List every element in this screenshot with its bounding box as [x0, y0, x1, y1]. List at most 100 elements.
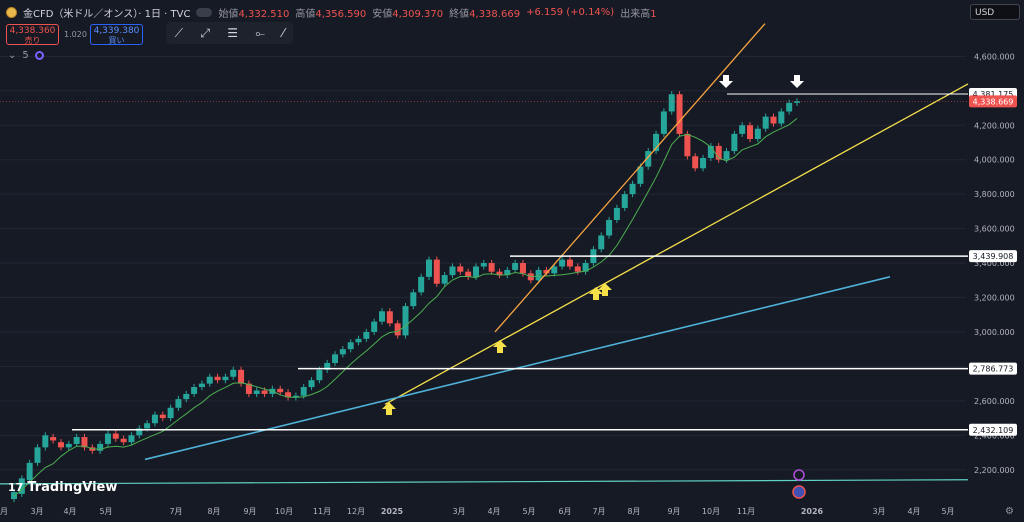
settings-icon[interactable]: ⚙ [1005, 506, 1014, 517]
candle-body [339, 349, 346, 355]
candle-body [285, 392, 292, 398]
currency-select[interactable]: USD [970, 4, 1020, 20]
y-tick-label: 3,200.000 [974, 294, 1015, 303]
candle-body [347, 342, 354, 350]
candle-body [316, 369, 323, 381]
candle-body [277, 388, 284, 393]
yellow-trendline [384, 83, 969, 405]
candle-body [230, 369, 237, 377]
candle-body [786, 102, 793, 112]
candle-body [144, 423, 151, 429]
candle-body [472, 266, 479, 277]
candle-body [402, 306, 409, 336]
trendline-tool-icon[interactable]: ⟋ [174, 25, 184, 40]
candle-body [18, 478, 25, 494]
candle-body [253, 390, 260, 394]
path-tool-icon[interactable]: ⤢ [200, 25, 210, 40]
moving-average-line [13, 118, 798, 497]
candle-body [50, 437, 57, 441]
candle-body [543, 269, 550, 274]
candle-body [613, 207, 620, 220]
candle-body [794, 101, 800, 103]
down-arrow-icon [719, 75, 733, 88]
candle-body [42, 435, 49, 448]
candle-body [151, 414, 158, 424]
candle-body [183, 393, 190, 400]
indicator-icon[interactable] [34, 51, 44, 60]
candle-body [355, 338, 362, 343]
candle-body [457, 266, 464, 272]
candle-body [433, 259, 440, 284]
level-price-tag [969, 250, 1017, 263]
x-tick-label: 9月 [243, 507, 256, 516]
candle-body [465, 271, 472, 277]
candle-body [238, 369, 245, 384]
bottom-trendline [0, 479, 969, 485]
level-price-label: 2,786.773 [973, 365, 1014, 374]
indicator-count: 5 [22, 50, 29, 61]
candle-body [136, 428, 143, 436]
symbol-title[interactable]: 金CFD（米ドル／オンス）· 1日 · TVC [23, 8, 191, 20]
candle-body [418, 276, 425, 293]
candle-body [206, 376, 213, 384]
x-tick-label: 11月 [313, 507, 331, 516]
y-tick-label: 3,800.000 [974, 190, 1015, 199]
x-tick-label: 12月 [347, 507, 365, 516]
buy-label: 買い [108, 36, 125, 45]
candle-body [167, 407, 174, 419]
candle-body [371, 321, 378, 332]
candle-body [762, 116, 769, 129]
up-arrow-icon [493, 340, 507, 353]
buy-button[interactable]: 4,339.380 買い [90, 24, 143, 45]
candle-body [300, 387, 307, 396]
candle-body [159, 414, 166, 419]
ray-tool-icon[interactable]: ⁄ [282, 26, 285, 40]
candle-body [191, 387, 198, 394]
x-tick-label: 3月 [30, 507, 43, 516]
candle-body [11, 492, 17, 500]
ohlc-high: 高値4,356.590 [295, 8, 367, 20]
candle-body [324, 362, 331, 370]
level-price-label: 4,381.175 [973, 90, 1014, 99]
candle-body [653, 133, 660, 152]
candle-body [778, 111, 785, 124]
parallel-channel-icon[interactable]: ☰ [227, 26, 239, 40]
candle-body [97, 443, 104, 451]
candle-body [386, 311, 393, 324]
y-tick-label: 2,200.000 [974, 466, 1015, 475]
y-tick-label: 4,200.000 [974, 121, 1015, 130]
x-tick-label: 7月 [592, 507, 605, 516]
horizontal-ray-icon[interactable]: ⟜ [255, 25, 265, 40]
x-tick-label: 4月 [63, 507, 76, 516]
candle-body [519, 263, 526, 274]
down-arrow-icon [790, 75, 804, 88]
ohlc-close: 終値4,338.669 [449, 8, 521, 20]
candle-body [684, 133, 691, 157]
level-price-label: 3,439.908 [973, 252, 1014, 261]
candle-body [175, 399, 182, 408]
gold-coin-icon [6, 6, 17, 18]
candle-body [57, 442, 64, 448]
x-tick-label: 4月 [487, 507, 500, 516]
candle-body [441, 275, 448, 284]
tradingview-logo: 𝟭𝟳 TradingView [8, 480, 118, 495]
candle-body [363, 331, 370, 339]
event-icon [793, 469, 805, 481]
candle-body [512, 263, 519, 270]
indicators-row[interactable]: ⌄ 5 [8, 50, 44, 61]
candle-body [104, 433, 111, 444]
candle-body [449, 266, 456, 276]
visibility-toggle-icon[interactable] [196, 7, 213, 17]
sell-button[interactable]: 4,338.360 売り [6, 24, 59, 45]
level-price-tag [969, 362, 1017, 375]
candle-body [198, 383, 205, 388]
spread-value: 1.020 [64, 30, 87, 39]
sell-label: 売り [24, 36, 41, 45]
flag-icon [792, 485, 806, 499]
x-tick-label: 7月 [169, 507, 182, 516]
candle-body [731, 133, 738, 152]
chevron-down-icon[interactable]: ⌄ [8, 50, 17, 61]
x-tick-label: 10月 [275, 507, 293, 516]
candle-body [410, 292, 417, 307]
